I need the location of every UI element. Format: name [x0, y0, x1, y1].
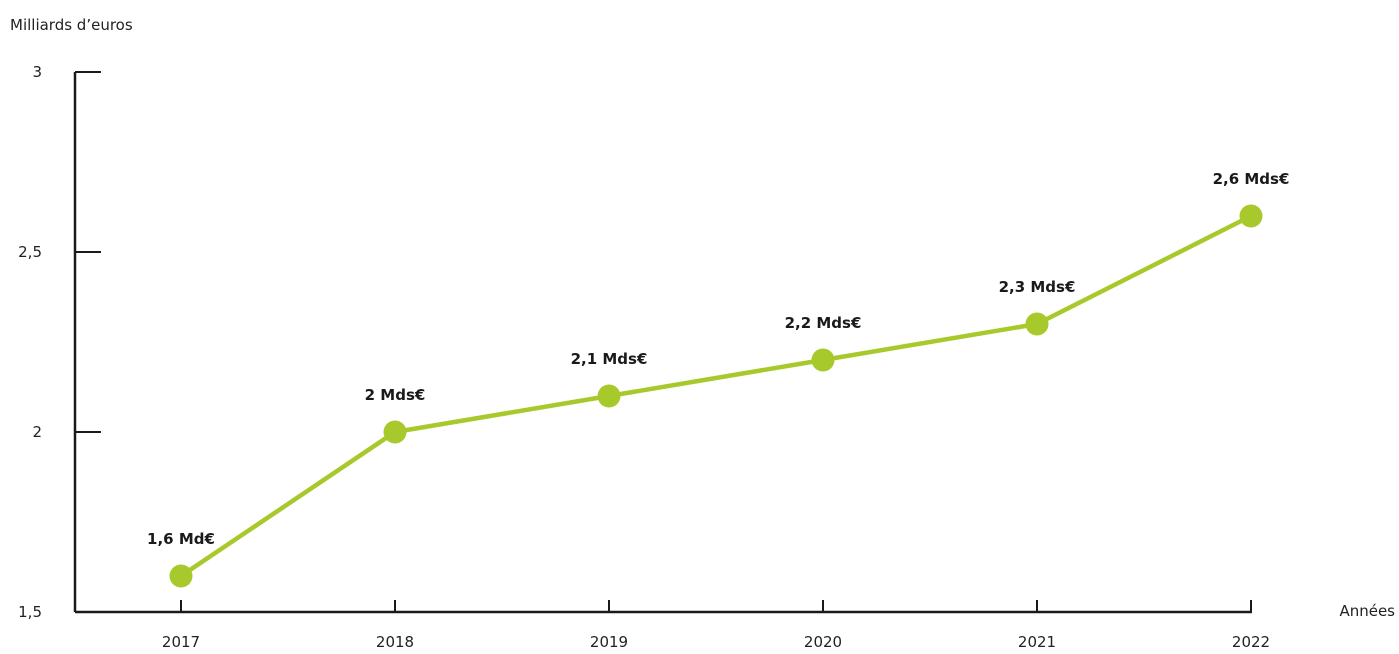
x-tick-label: 2020 [804, 633, 842, 651]
data-point [1239, 204, 1263, 228]
x-tick-label: 2018 [376, 633, 414, 651]
data-label: 2,6 Mds€ [1213, 170, 1290, 188]
y-tick-label: 2 [32, 423, 42, 441]
y-tick-label: 3 [32, 63, 42, 81]
x-tick-label: 2019 [590, 633, 628, 651]
y-axis-title: Milliards d’euros [10, 16, 133, 34]
data-label: 2 Mds€ [365, 386, 426, 404]
series-line [178, 213, 1254, 579]
x-tick-label: 2022 [1232, 633, 1270, 651]
y-axis-ticks: 1,5 2 2,5 3 [18, 63, 101, 621]
x-axis-title: Années [1339, 602, 1395, 620]
x-axis-ticks: 2017 2018 2019 2020 2021 2022 [162, 600, 1270, 651]
x-tick-label: 2017 [162, 633, 200, 651]
data-point [383, 420, 407, 444]
x-tick-label: 2021 [1018, 633, 1056, 651]
data-point [169, 564, 193, 588]
y-tick-label: 2,5 [18, 243, 42, 261]
data-series: 1,6 Md€ 2 Mds€ 2,1 Mds€ 2,2 Mds€ 2,3 Mds€ 2,6… [147, 170, 1289, 588]
data-point [1025, 312, 1049, 336]
data-label: 2,3 Mds€ [999, 278, 1076, 296]
data-label: 1,6 Md€ [147, 530, 215, 548]
data-point [597, 384, 621, 408]
y-tick-label: 1,5 [18, 603, 42, 621]
data-label: 2,1 Mds€ [571, 350, 648, 368]
data-point [811, 348, 835, 372]
data-label: 2,2 Mds€ [785, 314, 862, 332]
